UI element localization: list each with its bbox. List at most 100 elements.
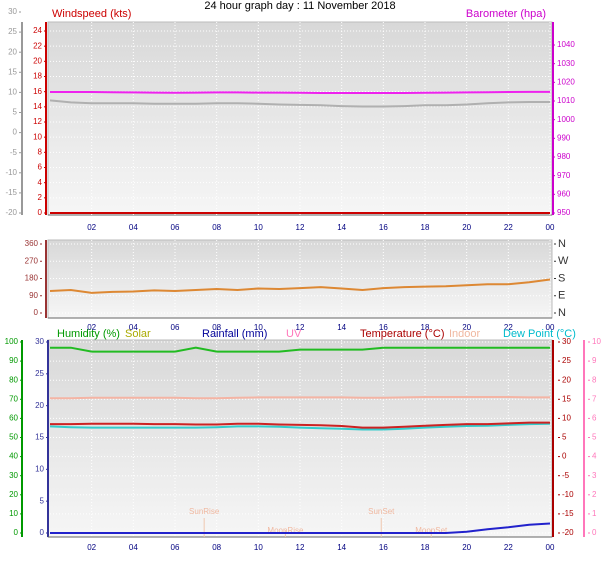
annotation: MoonRise <box>267 526 304 535</box>
y4-tick-label: 1 <box>592 509 597 518</box>
y-tick-label: 100 <box>5 337 19 346</box>
x-tick-label: 04 <box>129 223 138 232</box>
x-tick-label: 12 <box>296 223 305 232</box>
y4-tick-label: 2 <box>592 490 597 499</box>
y-tick-label: 20 <box>9 490 18 499</box>
y3-tick-label: 15 <box>35 433 44 442</box>
axis-title: UV <box>286 328 302 340</box>
y3-tick-label: 5 <box>40 496 45 505</box>
x-tick-label: 16 <box>379 323 388 332</box>
y-tick-label: 16 <box>33 87 42 96</box>
y-tick-label: 30 <box>9 471 18 480</box>
y-tick-label: 90 <box>9 356 18 365</box>
y-tick-label: 70 <box>9 394 18 403</box>
x-tick-label: 08 <box>212 223 221 232</box>
y2-tick-label: 970 <box>557 171 571 180</box>
y-tick-label: 40 <box>9 452 18 461</box>
y-tick-label: 4 <box>38 178 43 187</box>
y-tick-label: 8 <box>38 147 43 156</box>
y2-tick-label: 980 <box>557 152 571 161</box>
y3-tick-label: 20 <box>8 47 17 56</box>
page-title: 24 hour graph day : 11 November 2018 <box>204 0 395 12</box>
y-tick-label: 0 <box>14 528 19 537</box>
y3-tick-label: 10 <box>35 464 44 473</box>
y3-tick-label: 15 <box>8 67 17 76</box>
x-tick-label: 22 <box>504 223 513 232</box>
x-tick-label: 18 <box>421 323 430 332</box>
y2-tick-label: 25 <box>562 356 571 365</box>
x-tick-label: 22 <box>504 323 513 332</box>
x-tick-label: 16 <box>379 223 388 232</box>
y2-tick-label: E <box>558 290 565 302</box>
y-tick-label: 90 <box>29 291 38 300</box>
y2-tick-label: 1030 <box>557 59 575 68</box>
y2-tick-label: -15 <box>562 509 574 518</box>
y2-tick-label: 950 <box>557 208 571 217</box>
y3-tick-label: -15 <box>5 188 17 197</box>
y4-tick-label: 9 <box>592 356 597 365</box>
y2-tick-label: 20 <box>562 375 571 384</box>
x-tick-label: 10 <box>254 323 263 332</box>
x-tick-label: 02 <box>87 323 96 332</box>
y3-tick-label: 10 <box>8 88 17 97</box>
x-tick-label: 14 <box>337 223 346 232</box>
y3-tick-label: 0 <box>13 128 18 137</box>
x-tick-label: 16 <box>379 543 388 552</box>
y4-tick-label: 0 <box>592 528 597 537</box>
x-tick-label: 06 <box>171 323 180 332</box>
y2-tick-label: 0 <box>562 452 567 461</box>
y-tick-label: 0 <box>38 208 43 217</box>
y2-tick-label: -5 <box>562 471 570 480</box>
series-line <box>50 396 550 400</box>
y-tick-label: 6 <box>38 163 43 172</box>
x-tick-label: 00 <box>546 543 555 552</box>
y3-tick-label: 25 <box>35 369 44 378</box>
series-line <box>50 421 550 429</box>
y4-tick-label: 6 <box>592 414 597 423</box>
y4-tick-label: 3 <box>592 471 597 480</box>
y2-tick-label: 1040 <box>557 40 575 49</box>
x-tick-label: 20 <box>462 323 471 332</box>
x-tick-label: 22 <box>504 543 513 552</box>
x-tick-label: 08 <box>212 323 221 332</box>
y-tick-label: 50 <box>9 433 18 442</box>
y2-tick-label: 1010 <box>557 96 575 105</box>
y3-tick-label: -5 <box>10 148 18 157</box>
y2-tick-label: -10 <box>562 490 574 499</box>
series-line <box>49 278 551 294</box>
y-tick-label: 14 <box>33 102 42 111</box>
y-tick-label: 20 <box>33 56 42 65</box>
y2-tick-label: S <box>558 272 565 284</box>
y-tick-label: 360 <box>25 239 39 248</box>
axis-title: Dew Point (°C) <box>503 328 576 340</box>
axis-title: Indoor <box>449 328 481 340</box>
axis-title: Windspeed (kts) <box>52 8 131 20</box>
x-tick-label: 00 <box>546 323 555 332</box>
x-tick-label: 06 <box>171 543 180 552</box>
y-tick-label: 180 <box>25 274 39 283</box>
x-tick-label: 04 <box>129 543 138 552</box>
y2-tick-label: 960 <box>557 189 571 198</box>
axis-title: Temperature (°C) <box>360 328 444 340</box>
y3-tick-label: 0 <box>40 528 45 537</box>
series-line <box>50 346 550 353</box>
y3-tick-label: 30 <box>8 7 17 16</box>
y4-tick-label: 8 <box>592 375 597 384</box>
x-tick-label: 20 <box>462 543 471 552</box>
y-tick-label: 10 <box>33 132 42 141</box>
x-tick-label: 12 <box>296 543 305 552</box>
y2-tick-label: 30 <box>562 337 571 346</box>
x-tick-label: 14 <box>337 323 346 332</box>
y3-tick-label: 20 <box>35 401 44 410</box>
y4-tick-label: 10 <box>592 337 601 346</box>
y-tick-label: 12 <box>33 117 42 126</box>
y-tick-label: 60 <box>9 414 18 423</box>
y-tick-label: 270 <box>25 256 39 265</box>
x-tick-label: 00 <box>546 223 555 232</box>
y2-tick-label: 15 <box>562 394 571 403</box>
y4-tick-label: 4 <box>592 452 597 461</box>
y-tick-label: 18 <box>33 72 42 81</box>
annotation: SunRise <box>189 507 220 516</box>
annotation: MoonSet <box>415 526 448 535</box>
x-tick-label: 08 <box>212 543 221 552</box>
